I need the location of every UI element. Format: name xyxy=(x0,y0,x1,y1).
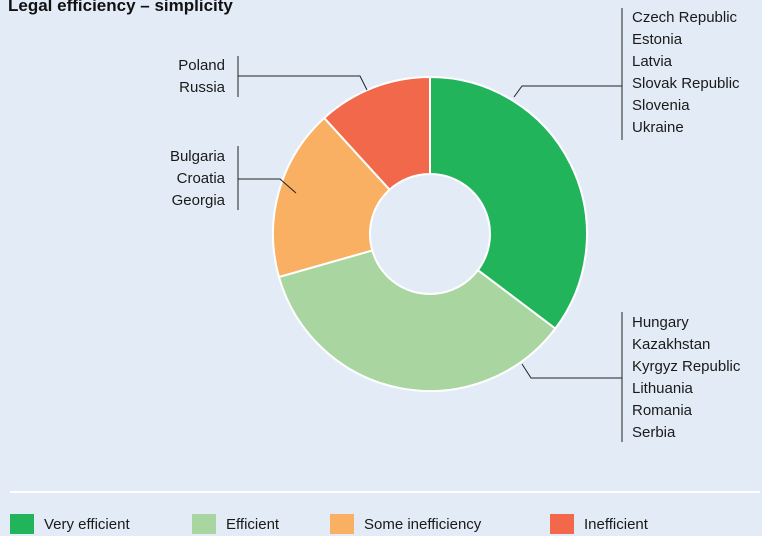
legend-label: Efficient xyxy=(226,515,280,533)
legend-item-some-inefficiency: Some inefficiency xyxy=(330,513,481,535)
donut-slice-inefficient xyxy=(322,75,431,192)
country-label: Croatia xyxy=(176,170,225,187)
legend-label: Very efficient xyxy=(44,515,130,533)
label-group-very-efficient: Czech Republic Estonia Latvia Slovak Rep… xyxy=(632,7,740,139)
leader-inefficient xyxy=(237,56,368,97)
country-label: Latvia xyxy=(632,53,673,70)
country-label: Serbia xyxy=(632,424,676,441)
legend-item-efficient: Efficient xyxy=(192,513,279,535)
label-group-efficient: Hungary Kazakhstan Kyrgyz Republic Lithu… xyxy=(632,312,740,444)
legend-swatch xyxy=(550,514,574,534)
leader-very-efficient xyxy=(513,8,623,140)
leader-some-inefficiency xyxy=(237,146,297,210)
legend-item-inefficient: Inefficient xyxy=(550,513,648,535)
country-label: Georgia xyxy=(171,192,225,209)
country-label: Poland xyxy=(178,57,225,74)
country-label: Ukraine xyxy=(632,119,684,136)
legend-label: Inefficient xyxy=(584,515,648,533)
country-label: Kyrgyz Republic xyxy=(632,358,741,375)
leader-efficient xyxy=(521,312,623,442)
legend-swatch xyxy=(10,514,34,534)
donut-slice-efficient xyxy=(277,249,557,392)
legend-swatch xyxy=(330,514,354,534)
country-label: Slovak Republic xyxy=(632,75,740,92)
country-label: Bulgaria xyxy=(169,148,225,165)
country-label: Czech Republic xyxy=(632,9,738,26)
country-label: Romania xyxy=(632,402,693,419)
country-label: Hungary xyxy=(632,314,689,331)
legend-item-very-efficient: Very efficient xyxy=(10,513,130,535)
legend-label: Some inefficiency xyxy=(364,515,482,533)
country-label: Kazakhstan xyxy=(632,336,711,353)
chart-title: Legal efficiency – simplicity xyxy=(8,0,233,15)
label-group-inefficient: Poland Russia xyxy=(178,55,225,99)
donut-slice-very-efficient xyxy=(429,75,588,331)
country-label: Slovenia xyxy=(632,97,690,114)
country-label: Russia xyxy=(179,79,225,96)
legend: Very efficient Efficient Some inefficien… xyxy=(10,513,760,535)
country-label: Estonia xyxy=(632,31,683,48)
legend-divider xyxy=(10,491,760,493)
country-label: Lithuania xyxy=(632,380,693,397)
label-group-some-inefficiency: Bulgaria Croatia Georgia xyxy=(170,146,225,212)
legend-swatch xyxy=(192,514,216,534)
